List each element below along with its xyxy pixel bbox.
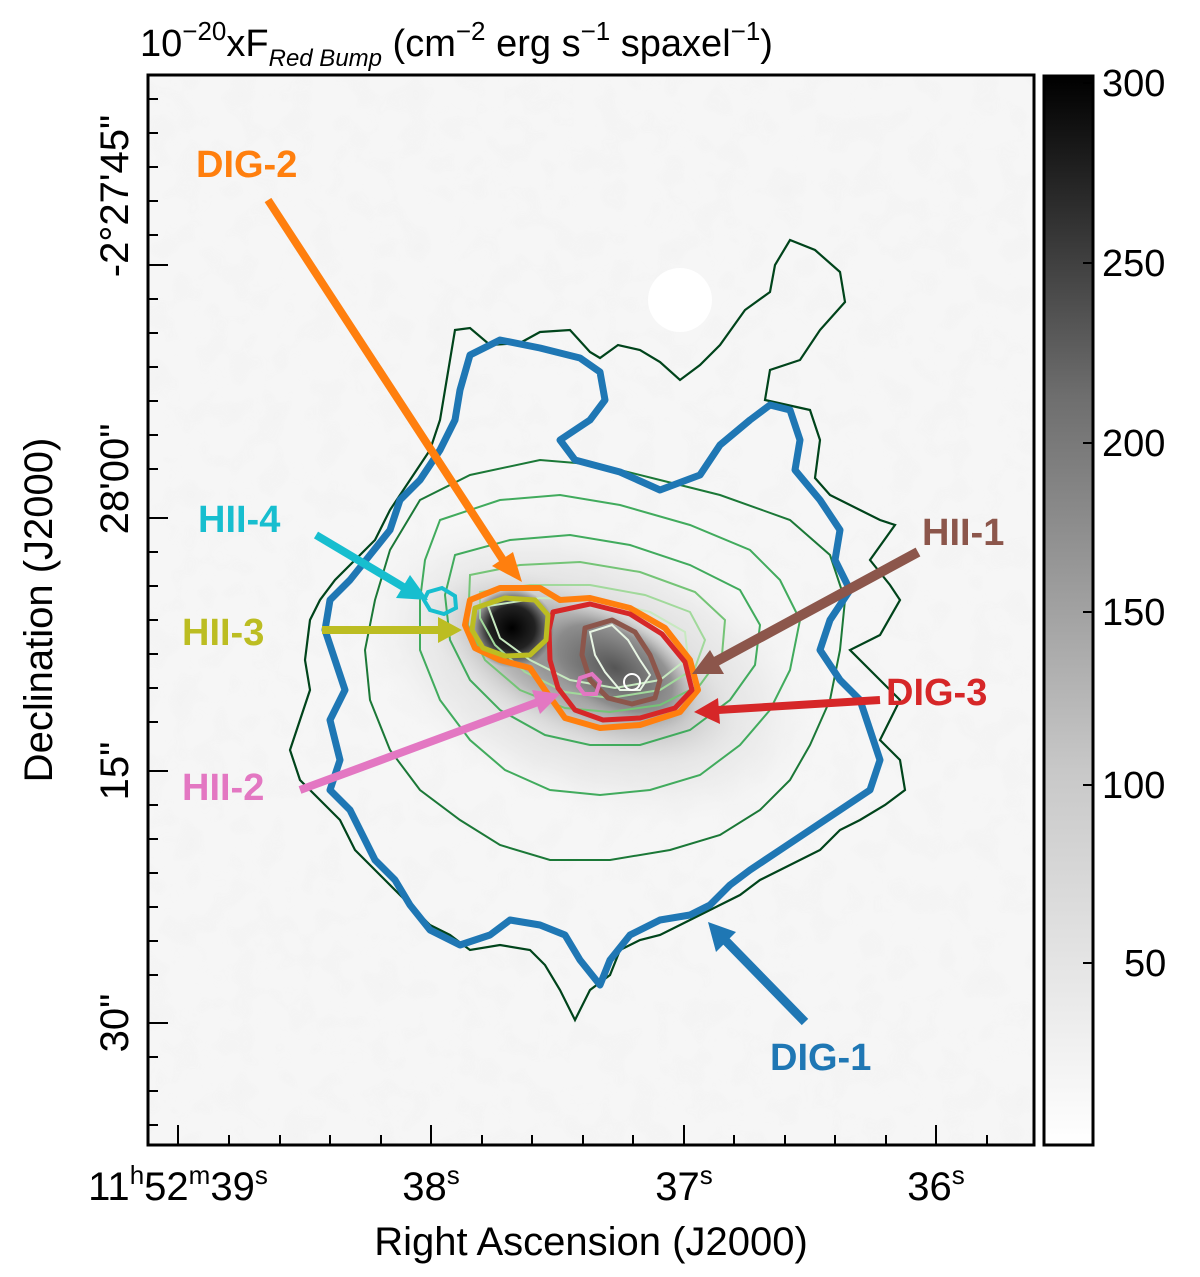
region-hii-3-boundary: [469, 595, 551, 659]
colorbar-ticks: [1083, 82, 1093, 964]
y-axis-title: Declination (J2000): [17, 438, 61, 783]
x-tick-label-37: 37s: [655, 1160, 713, 1209]
label-dig-3: DIG-3: [886, 672, 987, 714]
label-dig-2: DIG-2: [196, 144, 297, 186]
label-dig-1: DIG-1: [770, 1037, 871, 1079]
contour-level-1: [288, 238, 907, 1023]
x-tick-label-36: 36s: [907, 1160, 965, 1209]
arrow-hii-2: [298, 698, 540, 794]
arrow-dig-3: [717, 696, 881, 714]
arrow-hii-1: [712, 547, 921, 667]
label-hii-1: HII-1: [922, 512, 1004, 554]
y-tick-label-00: 28'00": [93, 424, 137, 535]
x-tick-label-39: 11h52m39s: [88, 1160, 268, 1209]
label-hii-4: HII-4: [198, 499, 280, 541]
region-hii-1-boundary: [579, 617, 663, 707]
colorbar-tick-150: 150: [1102, 592, 1165, 634]
arrow-hii-4: [313, 531, 408, 592]
chart-title: 10−20xFRed Bump (cm−2 erg s−1 spaxel−1): [140, 16, 773, 72]
y-axis-ticks: [148, 98, 168, 1126]
region-hii-2-boundary: [575, 671, 603, 696]
arrow-dig-2: [264, 197, 507, 563]
bright-core: [470, 588, 554, 668]
x-axis-ticks: [177, 1125, 988, 1145]
arrow-dig-1: [721, 936, 809, 1026]
colorbar-tick-50: 50: [1124, 943, 1166, 985]
region-arrows: [264, 197, 921, 1026]
colorbar-tick-300: 300: [1102, 63, 1165, 105]
region-dig-2-boundary: [462, 585, 701, 731]
region-dig-1-boundary: [321, 336, 884, 989]
colorbar-tick-250: 250: [1102, 243, 1165, 285]
y-tick-label-45: -2°27'45": [93, 115, 137, 277]
colorbar-gradient: [1042, 74, 1095, 1147]
masked-star: [648, 268, 712, 332]
y-tick-label-15: 15": [93, 742, 137, 801]
contour-peak: [623, 673, 641, 691]
contour-level-5: [466, 560, 727, 714]
x-tick-label-38: 38s: [402, 1160, 460, 1209]
colorbar-tick-200: 200: [1102, 423, 1165, 465]
image-frame: [146, 73, 1036, 1147]
colorbar-tick-100: 100: [1102, 765, 1165, 807]
region-hii-4-boundary: [421, 585, 459, 617]
contour-inner-white: [588, 623, 652, 691]
y-tick-label-30: 30": [93, 994, 137, 1053]
contour-level-6: [479, 584, 707, 700]
image-panel: DIG-2 HII-4 HII-3 HII-1 DIG-3 HII-2 DIG-…: [148, 75, 1034, 1145]
label-hii-2: HII-2: [182, 767, 264, 809]
x-axis-title: Right Ascension (J2000): [374, 1220, 808, 1264]
label-hii-3: HII-3: [182, 612, 264, 654]
contour-level-3: [419, 493, 802, 797]
region-dig-3-boundary: [546, 601, 695, 723]
colorbar: 300 250 200 150 100 50: [1042, 63, 1166, 1147]
